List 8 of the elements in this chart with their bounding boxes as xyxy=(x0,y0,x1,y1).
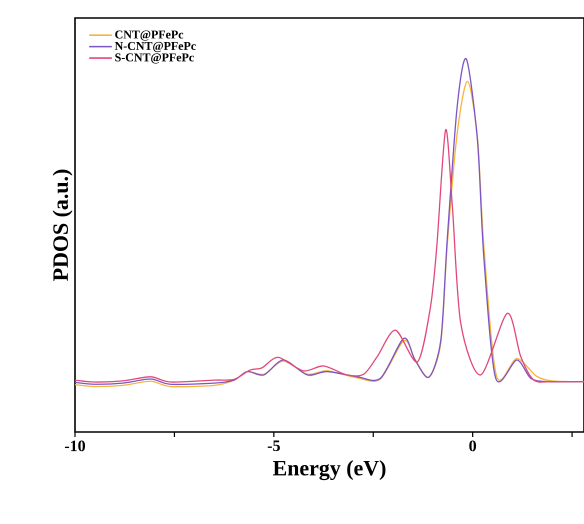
x-tick-label: -5 xyxy=(268,440,280,452)
x-axis-title: Energy (eV) xyxy=(272,460,386,480)
legend-label: CNT@PFePc xyxy=(115,30,184,41)
x-tick-label: 0 xyxy=(469,440,476,452)
legend-label: S-CNT@PFePc xyxy=(115,53,194,64)
x-tick-label: -10 xyxy=(64,440,86,452)
legend-label: N-CNT@PFePc xyxy=(114,42,196,52)
y-axis-title: PDOS (a.u.) xyxy=(52,170,72,281)
